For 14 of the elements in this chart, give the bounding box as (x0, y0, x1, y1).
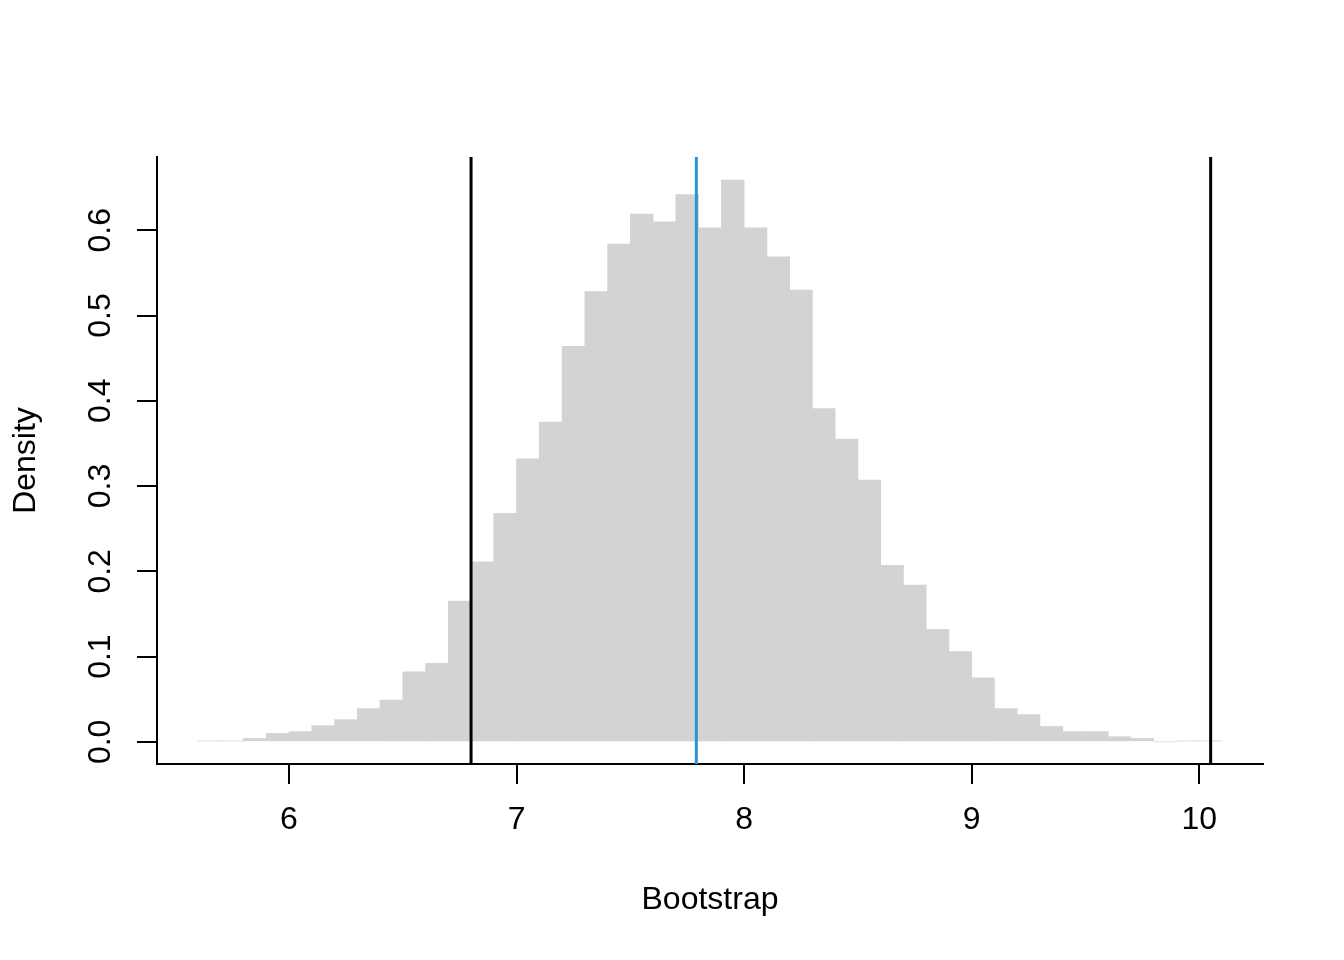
x-tick-label: 6 (280, 800, 298, 837)
x-tick-label: 10 (1181, 800, 1218, 837)
y-tick-label: 0.1 (80, 634, 117, 679)
y-tick-label: 0.0 (80, 719, 117, 765)
y-tick-label: 0.5 (80, 293, 117, 338)
y-tick-label: 0.3 (80, 463, 117, 509)
y-tick-label: 0.6 (80, 208, 117, 253)
x-tick-label: 8 (735, 800, 754, 837)
x-tick-label: 7 (507, 800, 526, 837)
x-tick-label: 9 (962, 800, 981, 837)
y-tick-label: 0.4 (80, 378, 117, 424)
x-axis-title: Bootstrap (641, 879, 779, 916)
y-tick-label: 0.2 (80, 549, 117, 594)
y-axis-title: Density (6, 407, 43, 514)
